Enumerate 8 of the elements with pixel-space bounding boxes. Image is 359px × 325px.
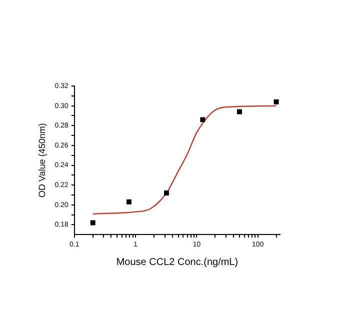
point <box>236 109 242 114</box>
point <box>90 220 96 226</box>
point <box>164 190 169 196</box>
point <box>274 99 279 104</box>
point <box>126 199 132 204</box>
x-axis-title: Mouse CCL2 Conc.(ng/mL) <box>116 256 238 268</box>
point <box>200 117 206 122</box>
y-axis-title: OD Value (450nm) <box>36 123 47 198</box>
